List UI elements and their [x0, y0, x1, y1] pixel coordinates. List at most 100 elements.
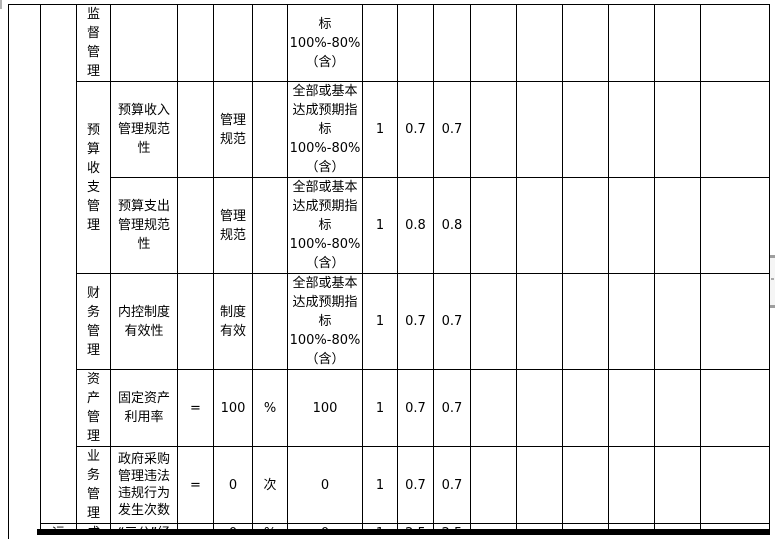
empty-cell[interactable] — [608, 273, 655, 370]
table-row: 监 督 管 理 标 100%-80% （含） — [8, 4, 770, 535]
score-cell[interactable]: 0.8 — [433, 177, 471, 274]
category-cell[interactable]: 财 务 管 理 — [76, 273, 111, 370]
indicator-name-cell[interactable]: 政府采购 管理违法 违规行为 发生次数 — [110, 446, 178, 524]
empty-cell[interactable] — [700, 177, 770, 274]
operator-cell[interactable]: = — [177, 446, 214, 524]
empty-cell[interactable] — [252, 273, 288, 370]
score-cell[interactable]: 0.7 — [397, 273, 434, 370]
table-row: 财 务 管 理 内控制度 有效性 制度 有效 全部或基本 达成预期指 标 100… — [9, 273, 770, 370]
empty-cell[interactable] — [213, 4, 253, 82]
indicator-value-cell[interactable]: 制度 有效 — [213, 273, 253, 370]
empty-cell[interactable] — [40, 4, 77, 524]
empty-cell[interactable] — [516, 446, 563, 524]
target-cell[interactable]: 标 100%-80% （含） — [287, 4, 363, 82]
empty-cell[interactable] — [654, 4, 701, 82]
indicator-name-cell[interactable]: 固定资产 利用率 — [110, 369, 178, 447]
scrollbar-grip-dot — [771, 278, 774, 280]
weight-cell[interactable]: 1 — [362, 446, 398, 524]
target-cell[interactable]: 0 — [287, 446, 363, 524]
empty-cell[interactable] — [252, 4, 288, 82]
table-row: 预 算 收 支 管 理 预算收入 管理规范 性 管理 规范 全部或基本 达成预期… — [9, 81, 770, 274]
empty-cell[interactable] — [470, 369, 517, 447]
empty-cell[interactable] — [654, 81, 701, 178]
empty-cell[interactable] — [177, 177, 214, 274]
empty-cell[interactable] — [516, 81, 563, 178]
category-cell[interactable]: 监 督 管 理 — [76, 4, 111, 82]
empty-cell[interactable] — [654, 177, 701, 274]
indicator-value-cell[interactable]: 100 — [213, 369, 253, 447]
score-cell[interactable]: 0.7 — [433, 273, 471, 370]
empty-cell[interactable] — [470, 4, 517, 82]
empty-cell[interactable] — [470, 81, 517, 178]
target-cell[interactable]: 全部或基本 达成预期指 标 100%-80% （含） — [287, 177, 363, 274]
empty-cell[interactable] — [110, 4, 178, 82]
empty-cell[interactable] — [562, 273, 609, 370]
empty-cell[interactable] — [470, 177, 517, 274]
empty-cell[interactable] — [608, 4, 655, 82]
vertical-scrollbar-thumb[interactable] — [770, 255, 775, 308]
weight-cell[interactable]: 1 — [362, 81, 398, 178]
empty-cell[interactable] — [177, 81, 214, 178]
weight-cell[interactable]: 1 — [362, 273, 398, 370]
empty-cell[interactable] — [700, 369, 770, 447]
unit-cell[interactable]: 次 — [252, 446, 288, 524]
empty-cell[interactable] — [608, 177, 655, 274]
target-cell[interactable]: 全部或基本 达成预期指 标 100%-80% （含） — [287, 81, 363, 178]
empty-cell[interactable] — [562, 81, 609, 178]
empty-cell[interactable] — [470, 273, 517, 370]
empty-cell[interactable] — [470, 446, 517, 524]
indicator-value-cell[interactable]: 管理 规范 — [213, 81, 253, 178]
score-cell[interactable]: 0.7 — [397, 81, 434, 178]
indicator-value-cell[interactable]: 管理 规范 — [213, 177, 253, 274]
score-cell[interactable]: 0.7 — [433, 81, 471, 178]
indicator-name-cell[interactable]: 预算收入 管理规范 性 — [110, 81, 178, 178]
empty-cell[interactable] — [608, 81, 655, 178]
weight-cell[interactable]: 1 — [362, 177, 398, 274]
target-cell[interactable]: 100 — [287, 369, 363, 447]
empty-cell[interactable] — [700, 4, 770, 82]
category-cell[interactable]: 预 算 收 支 管 理 — [76, 81, 111, 274]
empty-cell[interactable] — [700, 81, 770, 178]
unit-cell[interactable]: % — [252, 369, 288, 447]
weight-cell[interactable]: 1 — [362, 369, 398, 447]
top-left-tick — [0, 0, 2, 9]
empty-cell[interactable] — [562, 177, 609, 274]
empty-cell[interactable] — [516, 4, 563, 82]
empty-cell[interactable] — [700, 446, 770, 524]
empty-cell[interactable] — [252, 177, 288, 274]
target-cell[interactable]: 全部或基本 达成预期指 标 100%-80% （含） — [287, 273, 363, 370]
empty-cell[interactable] — [516, 369, 563, 447]
operator-cell[interactable]: = — [177, 369, 214, 447]
empty-cell[interactable] — [562, 4, 609, 82]
indicator-name-cell[interactable]: 内控制度 有效性 — [110, 273, 178, 370]
empty-cell[interactable] — [562, 369, 609, 447]
empty-cell[interactable] — [516, 273, 563, 370]
empty-cell[interactable] — [654, 446, 701, 524]
score-cell[interactable]: 0.8 — [397, 177, 434, 274]
empty-cell[interactable] — [562, 446, 609, 524]
category-cell[interactable]: 资 产 管 理 — [76, 369, 111, 447]
empty-cell[interactable] — [608, 446, 655, 524]
category-cell[interactable]: 业 务 管 理 — [76, 446, 111, 524]
table-row: 资 产 管 理 固定资产 利用率 = 100 % 100 1 0.7 0.7 — [9, 369, 770, 447]
empty-cell[interactable] — [433, 4, 471, 82]
empty-cell[interactable] — [608, 369, 655, 447]
score-cell[interactable]: 0.7 — [433, 446, 471, 524]
empty-cell[interactable] — [654, 369, 701, 447]
score-cell[interactable]: 0.7 — [397, 369, 434, 447]
empty-cell[interactable] — [516, 177, 563, 274]
empty-cell[interactable] — [362, 4, 398, 82]
indicator-value-cell[interactable]: 0 — [213, 446, 253, 524]
empty-cell[interactable] — [654, 273, 701, 370]
empty-cell[interactable] — [177, 4, 214, 82]
empty-cell[interactable] — [252, 81, 288, 178]
score-cell[interactable]: 0.7 — [397, 446, 434, 524]
indicator-name-cell[interactable]: 预算支出 管理规范 性 — [110, 177, 178, 274]
empty-cell[interactable] — [397, 4, 434, 82]
empty-cell[interactable] — [177, 273, 214, 370]
table-row: 业 务 管 理 政府采购 管理违法 违规行为 发生次数 = 0 次 0 1 0.… — [9, 446, 770, 524]
empty-cell[interactable] — [700, 273, 770, 370]
score-cell[interactable]: 0.7 — [433, 369, 471, 447]
empty-cell[interactable] — [8, 4, 41, 535]
